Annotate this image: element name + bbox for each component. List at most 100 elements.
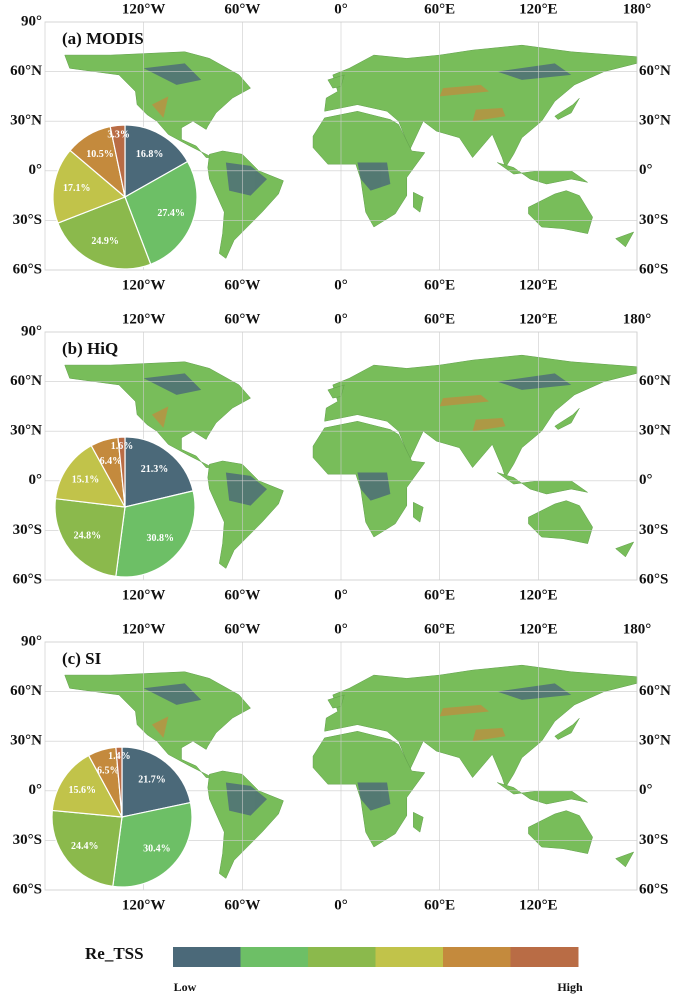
panel-title: (a) MODIS — [62, 29, 144, 48]
pie-label: 15.1% — [72, 475, 100, 486]
pie-slice — [121, 746, 192, 818]
left-tick-label: 60°N — [10, 63, 42, 79]
pie-slice — [115, 746, 123, 818]
left-tick-label: 30°S — [13, 522, 42, 538]
left-tick-label: 30°N — [10, 733, 42, 749]
pie-slice — [51, 809, 123, 888]
top-tick-label: 60°W — [224, 621, 260, 637]
legend-low: Low — [174, 980, 197, 994]
pie-slice — [52, 149, 127, 224]
bottom-tick-label: 0° — [334, 897, 348, 913]
pie-slice — [117, 436, 126, 508]
right-tick-label: 60°N — [639, 373, 671, 389]
right-tick-label: 60°S — [639, 261, 668, 277]
right-tick-label: 30°N — [639, 113, 671, 129]
pie-label: 15.6% — [69, 785, 97, 796]
panel-title: (c) SI — [62, 649, 102, 668]
right-tick-label: 0° — [639, 782, 653, 798]
colorbar-segment — [443, 947, 511, 967]
bottom-tick-label: 120°W — [122, 587, 166, 603]
top-tick-label: 120°W — [122, 1, 166, 17]
bottom-tick-label: 60°E — [424, 587, 455, 603]
top-tick-label: 120°E — [519, 311, 558, 327]
top-tick-label: 120°E — [519, 1, 558, 17]
pie-slice — [57, 196, 152, 270]
bottom-tick-label: 60°W — [224, 897, 260, 913]
right-tick-label: 30°N — [639, 423, 671, 439]
pie-label: 30.4% — [143, 844, 171, 855]
left-tick-label: 90° — [21, 13, 42, 29]
top-tick-label: 180° — [623, 311, 652, 327]
bottom-tick-label: 60°E — [424, 897, 455, 913]
right-tick-label: 30°S — [639, 522, 668, 538]
pie-slice — [112, 801, 193, 888]
bottom-tick-label: 120°W — [122, 897, 166, 913]
pie-slice — [54, 497, 126, 578]
pie-slice — [51, 754, 124, 818]
pie-slice — [124, 124, 189, 199]
colorbar-segment — [240, 947, 309, 967]
left-tick-label: 30°N — [10, 423, 42, 439]
pie-slice — [109, 124, 126, 198]
pie-label: 21.7% — [138, 774, 166, 785]
bottom-tick-label: 60°E — [424, 277, 455, 293]
top-tick-label: 180° — [623, 1, 652, 17]
right-tick-label: 60°S — [639, 571, 668, 587]
right-tick-label: 0° — [639, 472, 653, 488]
pie-label: 1.6% — [111, 441, 134, 452]
left-tick-label: 60°N — [10, 373, 42, 389]
top-tick-label: 0° — [334, 311, 348, 327]
bottom-tick-label: 120°E — [519, 897, 558, 913]
pie-slice — [115, 490, 196, 578]
pie-label: 6.4% — [100, 456, 123, 467]
panel-title: (b) HiQ — [62, 339, 118, 358]
pie-slice — [124, 160, 198, 266]
top-tick-label: 180° — [623, 621, 652, 637]
pie-label: 24.8% — [74, 530, 102, 541]
pie-slice — [124, 436, 194, 508]
bottom-tick-label: 120°E — [519, 277, 558, 293]
top-tick-label: 0° — [334, 1, 348, 17]
pie-label: 6.5% — [97, 766, 120, 777]
top-tick-label: 60°E — [424, 621, 455, 637]
colorbar-segment — [510, 947, 579, 967]
top-tick-label: 0° — [334, 621, 348, 637]
pie-label: 17.1% — [63, 183, 91, 194]
top-tick-label: 120°E — [519, 621, 558, 637]
bottom-tick-label: 120°E — [519, 587, 558, 603]
top-tick-label: 60°E — [424, 311, 455, 327]
left-tick-label: 60°S — [13, 881, 42, 897]
top-tick-label: 60°W — [224, 1, 260, 17]
left-tick-label: 60°S — [13, 261, 42, 277]
legend-title: Re_TSS — [85, 944, 144, 963]
left-tick-label: 30°S — [13, 832, 42, 848]
left-tick-label: 90° — [21, 323, 42, 339]
right-tick-label: 60°N — [639, 683, 671, 699]
left-tick-label: 60°S — [13, 571, 42, 587]
colorbar-segment — [375, 947, 444, 967]
right-tick-label: 60°S — [639, 881, 668, 897]
pie-label: 10.5% — [86, 149, 114, 160]
pie-label: 21.3% — [141, 464, 169, 475]
bottom-tick-label: 60°W — [224, 587, 260, 603]
right-tick-label: 60°N — [639, 63, 671, 79]
left-tick-label: 30°S — [13, 212, 42, 228]
pie-label: 24.9% — [91, 236, 119, 247]
pie-slice — [54, 444, 127, 508]
right-tick-label: 30°N — [639, 733, 671, 749]
pie-label: 27.4% — [157, 208, 185, 219]
top-tick-label: 120°W — [122, 621, 166, 637]
right-tick-label: 0° — [639, 162, 653, 178]
top-tick-label: 60°E — [424, 1, 455, 17]
right-tick-label: 30°S — [639, 212, 668, 228]
bottom-tick-label: 60°W — [224, 277, 260, 293]
left-tick-label: 0° — [29, 782, 43, 798]
colorbar-segment — [173, 947, 241, 967]
legend-high: High — [557, 980, 583, 994]
colorbar-segment — [308, 947, 376, 967]
left-tick-label: 60°N — [10, 683, 42, 699]
bottom-tick-label: 0° — [334, 587, 348, 603]
pie-label: 1.4% — [108, 751, 131, 762]
